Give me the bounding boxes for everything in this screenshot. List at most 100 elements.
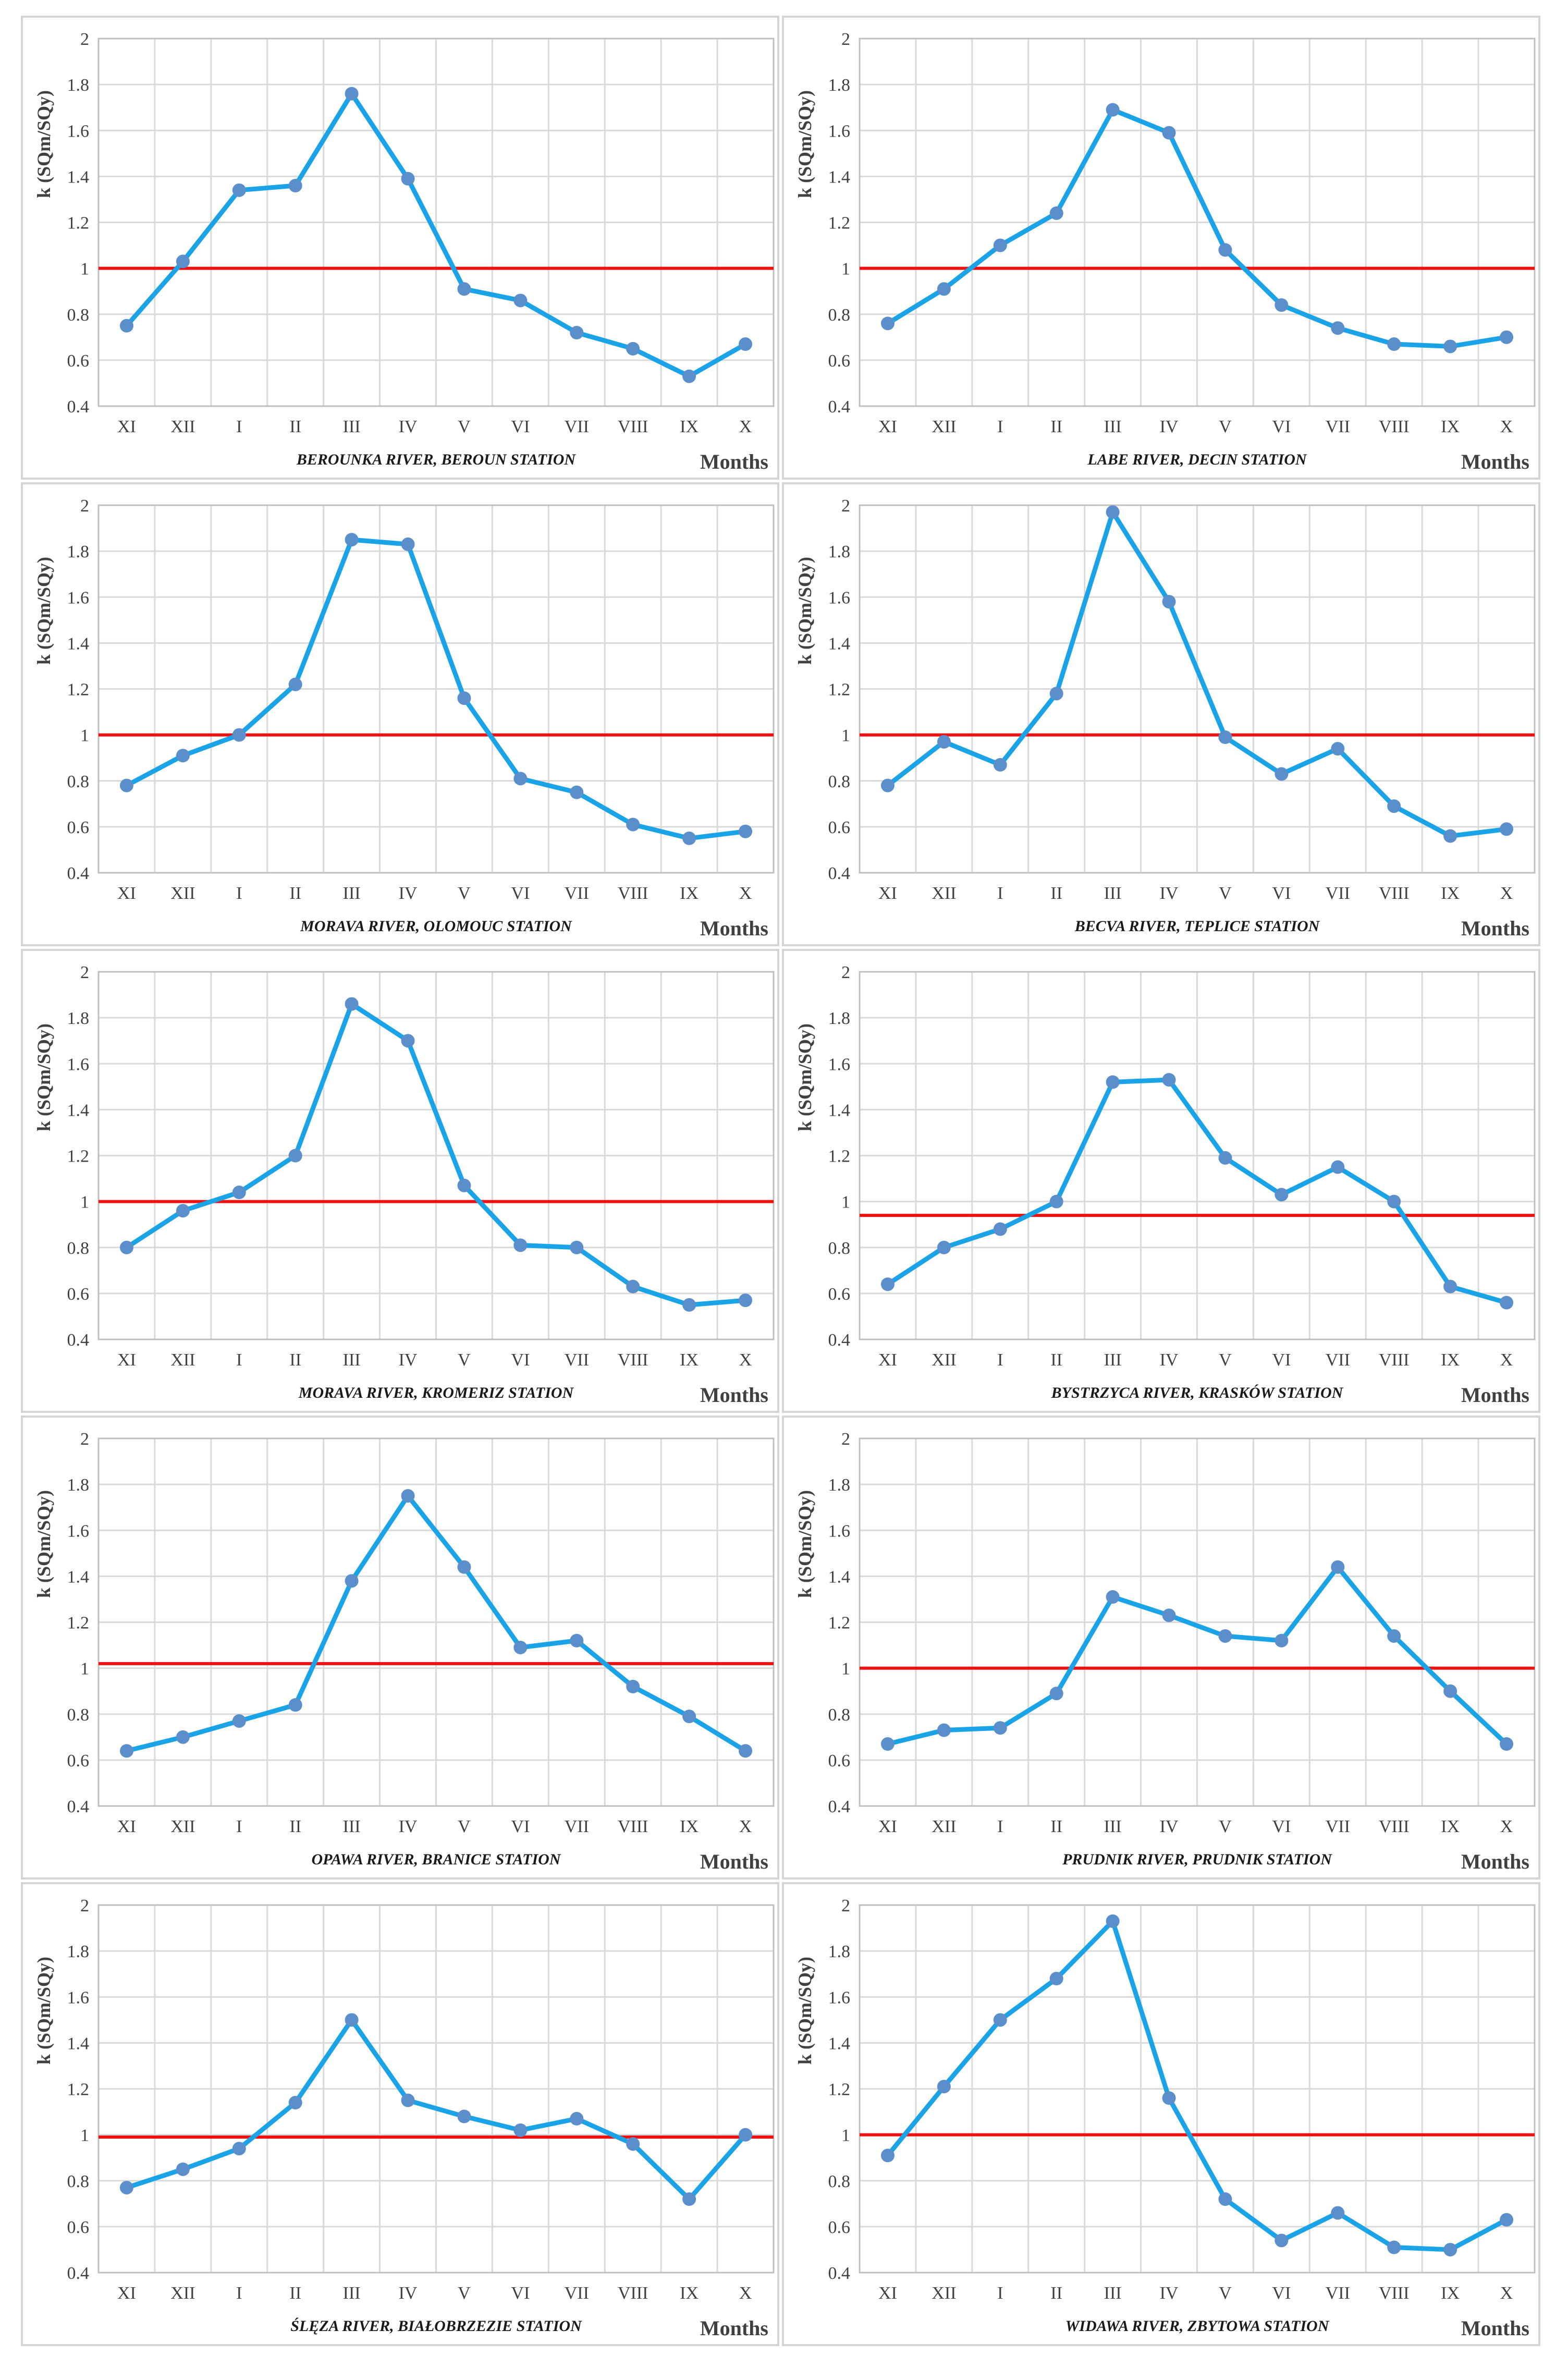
x-tick-label: XI xyxy=(878,417,897,436)
y-tick-label: 2 xyxy=(841,1430,850,1449)
y-axis-label: k (SQm/SQy) xyxy=(794,1490,815,1598)
data-point xyxy=(176,1730,190,1744)
data-point xyxy=(570,2112,584,2126)
data-point xyxy=(993,238,1007,252)
y-tick-label: 0.6 xyxy=(828,1751,851,1771)
y-tick-label: 0.4 xyxy=(67,1797,90,1816)
data-point xyxy=(1106,1914,1120,1928)
y-tick-label: 0.4 xyxy=(828,1331,851,1350)
plot-area-border xyxy=(859,1437,1536,1807)
data-point xyxy=(1275,767,1289,781)
data-point xyxy=(1162,1073,1176,1087)
x-tick-label: X xyxy=(1500,2284,1513,2303)
y-tick-label: 1.8 xyxy=(67,1475,90,1495)
data-point xyxy=(993,2013,1007,2027)
x-tick-label: VI xyxy=(1272,1817,1291,1836)
y-tick-label: 1.2 xyxy=(67,1147,90,1166)
data-point xyxy=(1443,1279,1457,1294)
plot-area-border xyxy=(859,971,1536,1340)
y-tick-label: 1.2 xyxy=(828,680,851,700)
chart-title: WIDAWA RIVER, ZBYTOWA STATION xyxy=(1065,2317,1330,2335)
y-tick-label: 0.4 xyxy=(828,1797,851,1816)
y-tick-label: 0.4 xyxy=(828,864,851,883)
y-tick-label: 0.8 xyxy=(828,306,851,325)
x-tick-label: X xyxy=(1500,1817,1513,1836)
data-point xyxy=(345,87,359,101)
data-point xyxy=(1443,339,1457,353)
x-tick-label: IX xyxy=(680,2284,699,2303)
y-tick-label: 1.8 xyxy=(67,76,90,95)
x-tick-label: X xyxy=(1500,417,1513,436)
data-point xyxy=(1275,298,1289,312)
y-tick-label: 0.6 xyxy=(67,351,90,371)
data-point xyxy=(1106,1590,1120,1604)
y-tick-label: 0.8 xyxy=(67,306,90,325)
chart-panel: 0.4 0.6 0.8 1 1.2 1.4 1.6 1.8 2 XI XII I II III IV V VI V… xyxy=(782,1882,1540,2346)
x-tick-label: IX xyxy=(1441,884,1460,903)
y-tick-label: 2 xyxy=(80,30,89,49)
data-point xyxy=(570,326,584,339)
y-tick-label: 2 xyxy=(80,1430,89,1449)
x-tick-label: IV xyxy=(399,417,418,436)
y-axis-label: k (SQm/SQy) xyxy=(33,557,54,665)
x-axis-label: Months xyxy=(700,450,768,473)
y-tick-label: 1.6 xyxy=(67,1055,90,1074)
x-tick-label: VI xyxy=(511,1817,530,1836)
x-tick-label: XI xyxy=(117,884,136,903)
x-tick-label: XII xyxy=(170,2284,195,2303)
x-tick-label: XI xyxy=(117,417,136,436)
y-tick-label: 2 xyxy=(841,496,850,516)
data-point xyxy=(119,319,133,333)
x-tick-label: II xyxy=(289,417,301,436)
data-point xyxy=(937,1240,951,1254)
y-tick-label: 0.8 xyxy=(67,772,90,791)
y-tick-label: 1.4 xyxy=(67,2034,90,2053)
data-point xyxy=(288,677,302,691)
data-point xyxy=(1443,1684,1457,1698)
data-point xyxy=(1275,2234,1289,2248)
data-point xyxy=(1218,1151,1232,1165)
x-tick-label: VIII xyxy=(618,884,648,903)
x-tick-label: IV xyxy=(1160,2284,1179,2303)
data-point xyxy=(232,728,246,742)
y-tick-label: 0.6 xyxy=(67,1285,90,1304)
series-line xyxy=(124,537,748,841)
data-point xyxy=(682,369,696,383)
data-point xyxy=(119,1240,133,1254)
y-tick-label: 2 xyxy=(80,1896,89,1915)
data-point xyxy=(232,1714,246,1728)
y-tick-label: 2 xyxy=(841,30,850,49)
x-tick-label: IX xyxy=(1441,1817,1460,1836)
x-tick-label: VI xyxy=(1272,1350,1291,1370)
data-point xyxy=(1500,330,1514,344)
data-point xyxy=(1218,243,1232,257)
y-tick-label: 0.6 xyxy=(828,2218,851,2237)
data-point xyxy=(1500,1737,1514,1751)
y-tick-label: 2 xyxy=(80,963,89,982)
x-tick-label: IX xyxy=(1441,2284,1460,2303)
data-point xyxy=(457,691,471,705)
data-point xyxy=(288,1698,302,1712)
data-point xyxy=(1049,687,1063,701)
x-tick-label: III xyxy=(343,1817,361,1836)
plot-area-border xyxy=(97,504,775,874)
y-tick-label: 1.8 xyxy=(828,76,851,95)
data-point xyxy=(1218,2192,1232,2206)
data-point xyxy=(626,2137,640,2151)
x-tick-label: VI xyxy=(511,2284,530,2303)
y-tick-label: 1.8 xyxy=(67,1009,90,1028)
data-point xyxy=(1049,1687,1063,1701)
x-tick-label: X xyxy=(1500,1350,1513,1370)
y-tick-label: 1 xyxy=(841,726,850,746)
x-tick-label: XII xyxy=(170,1350,195,1370)
data-point xyxy=(345,1574,359,1588)
y-tick-label: 0.6 xyxy=(67,1751,90,1771)
x-tick-label: XI xyxy=(878,1817,897,1836)
y-tick-label: 1 xyxy=(80,1660,89,1679)
y-tick-label: 1.6 xyxy=(67,121,90,141)
x-tick-label: II xyxy=(1050,1350,1062,1370)
x-tick-label: VIII xyxy=(618,417,648,436)
